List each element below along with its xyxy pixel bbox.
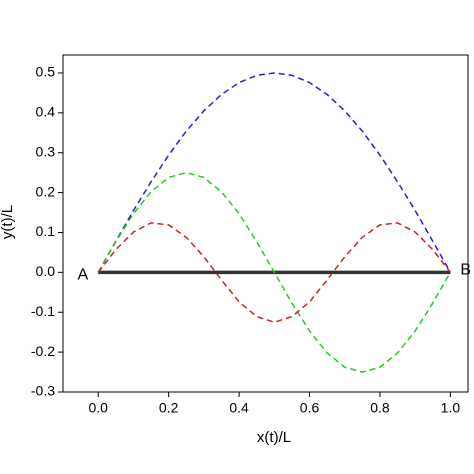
x-tick-label: 0.8	[370, 400, 390, 416]
x-tick-label: 1.0	[441, 400, 461, 416]
x-tick-label: 0.0	[88, 400, 108, 416]
plot-frame	[62, 54, 469, 393]
annotation: B	[460, 262, 471, 279]
series-line	[97, 171, 452, 373]
x-tick-label: 0.4	[229, 400, 249, 416]
y-tick-label: 0.5	[36, 64, 56, 80]
x-tick-label: 0.6	[300, 400, 320, 416]
y-tick-label: -0.3	[31, 383, 55, 399]
y-tick-label: 0.0	[36, 263, 56, 279]
annotation: A	[78, 267, 89, 284]
series-line	[97, 222, 451, 323]
series-line	[97, 72, 452, 273]
y-tick-label: 0.1	[36, 223, 56, 239]
x-tick-label: 0.2	[159, 400, 179, 416]
y-axis-label: y(t)/L	[0, 205, 16, 239]
y-tick-label: 0.4	[36, 104, 56, 120]
x-axis-label: x(t)/L	[257, 429, 291, 446]
y-tick-label: 0.2	[36, 183, 56, 199]
y-tick-label: -0.2	[31, 343, 55, 359]
y-tick-label: 0.3	[36, 143, 56, 159]
y-tick-label: -0.1	[31, 303, 55, 319]
